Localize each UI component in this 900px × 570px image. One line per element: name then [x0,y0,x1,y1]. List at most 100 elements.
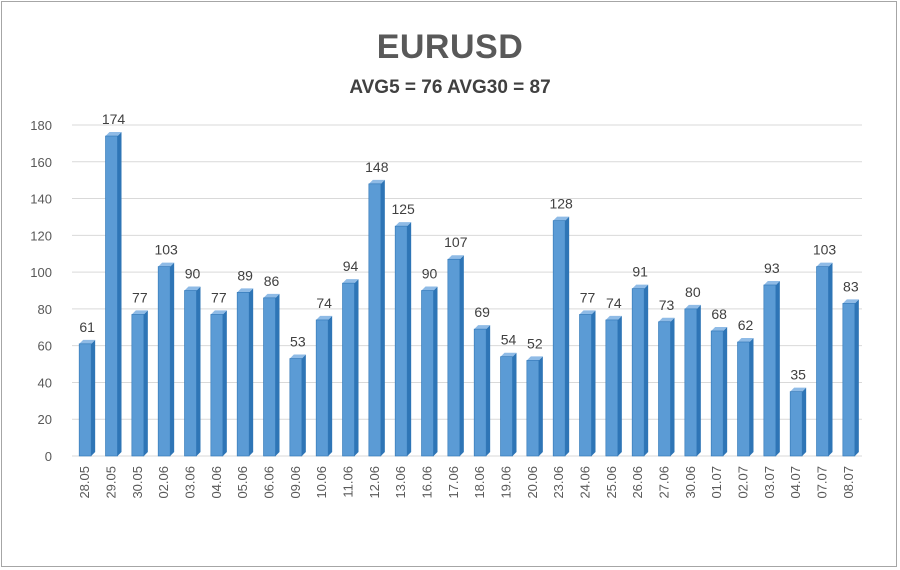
bar-side [538,356,543,456]
bar-side [301,354,306,456]
bar-side [512,352,517,456]
y-tick-label: 120 [30,228,52,243]
bar-front [315,319,329,457]
x-tick-label: 01.07 [709,466,724,499]
data-label: 128 [549,196,573,212]
bar-front [552,220,566,457]
bar [789,387,807,457]
bar-front [157,266,171,457]
bar-side [459,255,464,456]
data-label: 61 [79,319,95,335]
bar-top [737,337,754,342]
data-label: 125 [391,201,415,217]
bar-front [500,356,513,457]
x-tick-label: 03.06 [183,466,198,499]
bar-front [289,358,303,457]
bar-side [249,288,254,456]
x-tick-label: 07.07 [815,466,830,499]
bar-top [632,284,649,289]
chart-subtitle: AVG5 = 76 AVG30 = 87 [349,77,551,98]
bar [131,310,148,457]
bar [210,310,227,457]
data-label: 54 [501,332,517,348]
x-tick-label: 11.06 [341,466,356,498]
bar-top [131,310,148,315]
y-tick-label: 0 [45,449,52,464]
x-tick-label: 03.07 [762,466,777,499]
bar-side [275,293,280,456]
bar-top [316,315,333,320]
x-tick-label: 26.06 [630,466,645,499]
data-label: 103 [813,242,837,258]
bar-side [670,317,675,456]
bar [552,216,570,457]
x-tick-label: 18.06 [472,466,487,499]
bar-front [263,297,276,457]
bar [289,354,306,457]
bar-top [684,304,701,309]
data-label: 91 [632,264,648,280]
x-tick-label: 09.06 [288,466,303,499]
chart-title: EURUSD [376,28,524,66]
bar [631,284,649,457]
bar [263,293,280,457]
bar-side [565,216,570,456]
bar-top [447,255,464,260]
bar-top [763,280,780,285]
bar [342,279,359,457]
data-label: 74 [316,295,332,311]
x-tick-label: 28.05 [77,466,92,499]
bar-front [394,225,408,457]
bar-top [289,354,306,359]
bar-top [237,288,254,293]
data-label: 53 [290,334,306,350]
bar-front [342,282,355,457]
bar-front [631,288,645,457]
bar-top [658,317,675,322]
x-tick-label: 13.06 [393,466,408,499]
bar-side [723,326,728,456]
bar-front [447,258,461,457]
x-tick-label: 08.07 [841,466,856,499]
bar-front [368,183,382,457]
data-label: 89 [237,267,253,283]
y-tick-label: 40 [38,375,52,390]
x-tick-label: 23.06 [551,466,566,499]
bar-side [328,315,333,456]
bar-side [117,132,122,457]
bar-side [91,339,96,456]
bar-front [658,321,671,457]
x-tick-label: 05.06 [235,466,250,499]
data-label: 107 [444,234,468,250]
y-axis-tick-labels: 0 20 40 60 80 100 120 140 160 180 [30,118,52,464]
y-tick-label: 160 [30,155,52,170]
bar-front [605,319,619,457]
bar-front [816,266,829,457]
bar-side [222,310,227,456]
bar-top [816,262,833,267]
bar [526,356,543,457]
bar-front [526,360,540,457]
bar-top [526,356,543,361]
bar [579,310,596,457]
bar [816,262,833,457]
bar-side [854,299,859,456]
y-tick-label: 80 [38,302,52,317]
x-tick-label: 19.06 [499,466,514,499]
data-label: 74 [606,295,622,311]
x-axis-tick-labels: 28.05 29.05 30.05 02.06 03.06 04.06 05.06 06.06… [77,466,856,499]
bar [737,337,754,457]
bar-top [790,387,807,392]
bar-side [407,222,412,456]
x-tick-label: 10.06 [314,466,329,499]
bar-top [105,132,122,137]
x-tick-label: 12.06 [367,466,382,499]
bar-side [380,179,385,456]
bar [500,352,517,457]
bar [447,255,464,457]
bar-side [143,310,148,456]
bar [473,325,491,457]
bar-front [421,290,434,457]
data-label: 73 [659,297,675,313]
y-tick-label: 60 [38,339,52,354]
